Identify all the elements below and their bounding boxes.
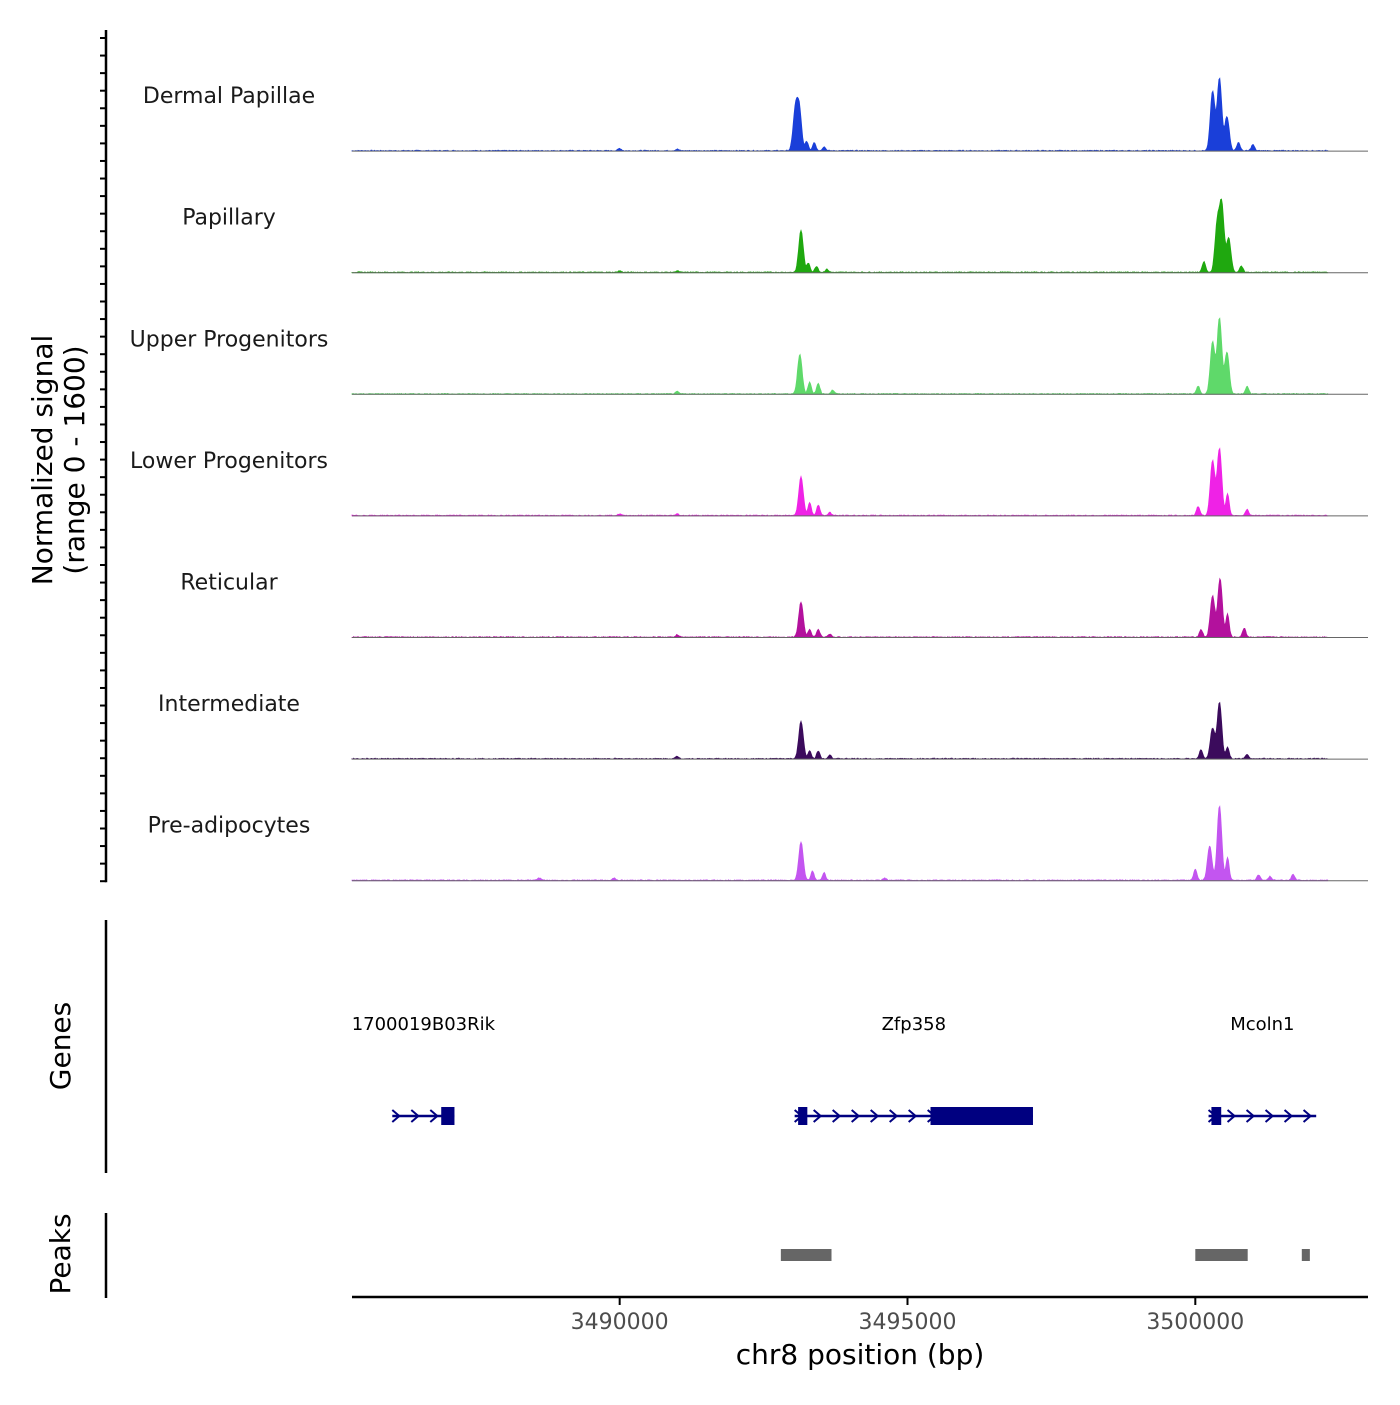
signal-area (351, 701, 1329, 760)
gene-exon (930, 1107, 1033, 1125)
genes-axis-title: Genes (44, 1002, 77, 1090)
strand-arrow-icon (1245, 1109, 1256, 1123)
gene-label: Mcoln1 (1230, 1014, 1294, 1035)
x-tick-label: 3490000 (571, 1310, 669, 1335)
y-axis-subtitle: (range 0 - 1600) (58, 345, 91, 574)
track-label: Dermal Papillae (143, 84, 315, 109)
gene-exon (798, 1107, 808, 1125)
gene-label: 1700019B03Rik (352, 1014, 496, 1035)
track-label: Pre-adipocytes (148, 814, 311, 839)
strand-arrow-icon (889, 1109, 899, 1123)
track-label: Upper Progenitors (130, 327, 329, 352)
x-tick-label: 3500000 (1146, 1310, 1244, 1335)
track-upper-progenitors: Upper Progenitors (130, 317, 1368, 395)
y-axis-title: Normalized signal (26, 335, 59, 586)
strand-arrow-icon (908, 1109, 918, 1123)
track-dermal-papillae: Dermal Papillae (143, 77, 1368, 152)
peak-region (1195, 1249, 1248, 1261)
strand-arrow-icon (813, 1109, 823, 1123)
track-label: Intermediate (158, 692, 300, 717)
gene-exon (441, 1107, 455, 1125)
gene-zfp358: Zfp358 (794, 1014, 1033, 1125)
strand-arrow-icon (832, 1109, 842, 1123)
signal-area (351, 805, 1329, 882)
strand-arrow-icon (410, 1109, 420, 1123)
signal-area (351, 577, 1329, 639)
signal-area (351, 198, 1329, 274)
x-axis-title: chr8 position (bp) (736, 1338, 985, 1371)
axes: Normalized signal (range 0 - 1600) 3490000… (26, 30, 1368, 1371)
track-label: Reticular (180, 571, 278, 596)
gene-mcoln1: Mcoln1 (1207, 1014, 1317, 1125)
strand-arrow-icon (1264, 1109, 1275, 1123)
strand-arrow-icon (870, 1109, 880, 1123)
x-tick-label: 3495000 (858, 1310, 956, 1335)
peak-region (1301, 1249, 1310, 1261)
gene-exon (1211, 1107, 1222, 1125)
signal-area (351, 317, 1329, 395)
signal-area (351, 447, 1329, 517)
strand-arrow-icon (391, 1109, 401, 1123)
track-reticular: Reticular (180, 571, 1368, 639)
track-label: Papillary (182, 206, 276, 231)
track-papillary: Papillary (182, 198, 1368, 274)
peak-track: Peaks (44, 1213, 1310, 1298)
strand-arrow-icon (1302, 1109, 1313, 1123)
strand-arrow-icon (429, 1109, 439, 1123)
track-intermediate: Intermediate (158, 692, 1368, 760)
track-lower-progenitors: Lower Progenitors (130, 447, 1368, 517)
track-pre-adipocytes: Pre-adipocytes (148, 805, 1368, 882)
signal-area (351, 77, 1329, 152)
gene-1700019b03rik: 1700019B03Rik (352, 1014, 496, 1125)
peak-region (780, 1249, 832, 1261)
gene-track: Genes 1700019B03Rik Zfp358 Mcoln1 (44, 920, 1317, 1173)
strand-arrow-icon (1283, 1109, 1294, 1123)
gene-label: Zfp358 (882, 1014, 946, 1035)
signal-tracks: Dermal Papillae Papillary Upper Progenitor… (130, 77, 1368, 882)
strand-arrow-icon (1226, 1109, 1237, 1123)
peaks-axis-title: Peaks (44, 1213, 77, 1294)
track-label: Lower Progenitors (130, 449, 328, 474)
strand-arrow-icon (851, 1109, 861, 1123)
